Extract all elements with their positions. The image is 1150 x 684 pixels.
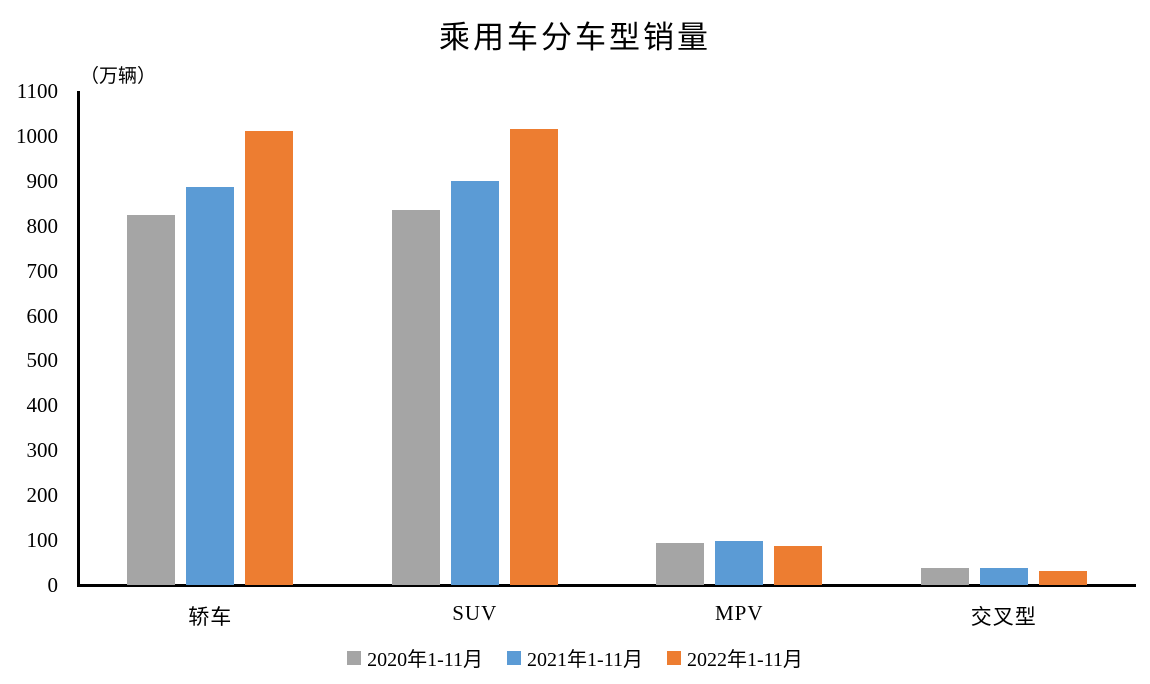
x-axis-line: [77, 584, 1136, 587]
y-tick-label: 1000: [16, 123, 58, 148]
y-tick-label: 500: [26, 348, 59, 373]
bar-series1-cat3: [979, 567, 1028, 585]
y-tick-label: 200: [26, 483, 59, 508]
legend-item-0: 2020年1-11月: [347, 643, 483, 672]
legend-item-2: 2022年1-11月: [666, 643, 803, 672]
legend-swatch-icon: [507, 650, 522, 665]
bar-series0-cat0: [127, 214, 176, 585]
legend-label: 2021年1-11月: [527, 649, 643, 671]
legend: 2020年1-11月 2021年1-11月 2022年1-11月: [0, 643, 1150, 672]
y-tick-label: 1100: [16, 79, 58, 103]
legend-item-1: 2021年1-11月: [507, 643, 643, 672]
category-label-0: 轿车: [188, 605, 233, 629]
legend-swatch-icon: [666, 650, 681, 665]
y-tick-label: 400: [26, 393, 59, 418]
bar-series0-cat1: [391, 210, 440, 585]
y-tick-label: 300: [26, 438, 59, 463]
bar-series2-cat0: [245, 131, 294, 585]
y-tick-label: 900: [26, 168, 59, 193]
y-tick-label: 800: [26, 213, 59, 238]
y-tick-label: 100: [26, 528, 59, 553]
legend-swatch-icon: [347, 650, 362, 665]
bar-series2-cat1: [509, 129, 558, 585]
y-tick-label: 600: [26, 303, 59, 328]
bar-series0-cat2: [656, 543, 705, 585]
category-label-1: SUV: [452, 601, 498, 625]
bar-series1-cat0: [186, 186, 235, 585]
bar-series2-cat2: [774, 545, 823, 585]
legend-label: 2022年1-11月: [686, 649, 803, 671]
y-tick-label: 0: [47, 573, 59, 597]
chart-title: 乘用车分车型销量: [439, 20, 711, 55]
bar-series2-cat3: [1038, 571, 1087, 585]
y-tick-label: 700: [26, 258, 59, 283]
bar-series1-cat1: [450, 180, 499, 585]
y-axis-line: [77, 91, 80, 587]
category-label-3: 交叉型: [970, 605, 1037, 629]
y-axis-unit-label: （万辆）: [80, 66, 157, 87]
bar-series1-cat2: [715, 540, 764, 585]
legend-label: 2020年1-11月: [367, 649, 484, 671]
category-label-2: MPV: [714, 601, 764, 625]
bar-series0-cat3: [920, 567, 969, 585]
